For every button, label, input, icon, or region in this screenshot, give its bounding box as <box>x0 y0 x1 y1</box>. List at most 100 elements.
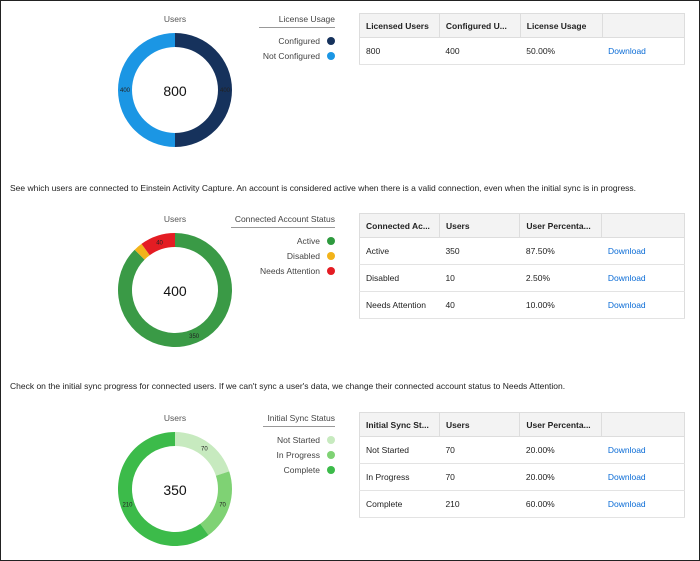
download-link[interactable]: Download <box>602 37 685 65</box>
segment-value-label: 70 <box>219 502 226 508</box>
cell: 20.00% <box>519 463 602 491</box>
connected-account-donut-chart: 350 40 <box>118 233 233 347</box>
download-link[interactable]: Download <box>601 291 685 319</box>
legend-label: Not Started <box>277 434 320 445</box>
chart-title: Users <box>163 413 187 423</box>
donut-segment[interactable] <box>134 243 150 260</box>
chart-title: Users <box>163 14 187 24</box>
donut-segment[interactable] <box>175 33 232 147</box>
legend-dot <box>327 465 335 474</box>
legend: Initial Sync Status Not Started In Progr… <box>263 413 335 477</box>
donut-segment[interactable] <box>200 471 232 536</box>
cell: 60.00% <box>519 490 602 518</box>
cell: 40 <box>439 291 520 319</box>
column-header[interactable]: User Percenta... <box>519 213 603 238</box>
legend-label: Not Configured <box>262 50 320 61</box>
cell: 10 <box>439 264 520 292</box>
download-link[interactable]: Download <box>601 436 685 464</box>
table-header-row: Initial Sync St... Users User Percenta..… <box>359 412 685 437</box>
legend-item-not-configured: Not Configured <box>259 48 335 63</box>
cell: Needs Attention <box>359 291 440 319</box>
column-header[interactable]: Users <box>438 213 521 238</box>
legend: License Usage Configured Not Configured <box>259 14 335 63</box>
table-header-row: Connected Ac... Users User Percenta... <box>359 213 685 238</box>
chart-title: Users <box>163 214 187 224</box>
column-header <box>601 412 685 437</box>
segment-value-label: 70 <box>201 447 208 453</box>
connected-status-description: See which users are connected to Einstei… <box>10 183 637 193</box>
column-header[interactable]: Connected Ac... <box>359 213 440 238</box>
cell: 70 <box>439 436 520 464</box>
legend-label: Disabled <box>286 250 320 261</box>
table-row: Active 350 87.50% Download <box>359 237 685 265</box>
cell: 87.50% <box>519 237 602 265</box>
cell: 800 <box>359 37 440 65</box>
legend-item-needs-attention: Needs Attention <box>231 263 335 278</box>
column-header <box>601 213 685 238</box>
table-row: Not Started 70 20.00% Download <box>359 436 685 464</box>
column-header <box>601 13 686 38</box>
download-link[interactable]: Download <box>601 264 685 292</box>
cell: 350 <box>439 237 520 265</box>
download-link[interactable]: Download <box>601 490 685 518</box>
column-header[interactable]: Configured U... <box>438 13 521 38</box>
legend-dot <box>327 251 335 260</box>
legend-label: Configured <box>278 35 320 46</box>
donut-segment[interactable] <box>118 33 175 147</box>
donut-segment[interactable] <box>141 233 175 256</box>
legend-dot <box>327 266 335 275</box>
legend-dot <box>327 450 335 459</box>
initial-sync-section: Users 70 70 210 350 Initial Sync Status No… <box>1 400 700 560</box>
legend-item-active: Active <box>231 233 335 248</box>
table-row: In Progress 70 20.00% Download <box>359 463 685 491</box>
legend-item-not-started: Not Started <box>263 432 335 447</box>
license-usage-section: Users 400 400 800 License Usage Configure… <box>1 1 700 151</box>
column-header[interactable]: User Percenta... <box>519 412 603 437</box>
legend-dot <box>327 51 335 60</box>
cell: Disabled <box>359 264 440 292</box>
cell: 50.00% <box>520 37 603 65</box>
segment-value-label: 400 <box>220 88 231 94</box>
cell: 2.50% <box>519 264 602 292</box>
table-header-row: Licensed Users Configured U... License U… <box>359 13 686 38</box>
cell: Active <box>359 237 440 265</box>
donut-total-value: 400 <box>163 283 187 299</box>
initial-sync-table: Initial Sync St... Users User Percenta..… <box>359 412 685 518</box>
connected-account-table: Connected Ac... Users User Percenta... A… <box>359 213 685 319</box>
legend-title: Connected Account Status <box>231 214 335 228</box>
donut-total-value: 800 <box>163 83 187 99</box>
column-header[interactable]: Initial Sync St... <box>359 412 440 437</box>
column-header[interactable]: License Usage <box>519 13 603 38</box>
cell: 210 <box>439 490 520 518</box>
legend-item-disabled: Disabled <box>231 248 335 263</box>
download-link[interactable]: Download <box>601 463 685 491</box>
column-header[interactable]: Users <box>438 412 521 437</box>
legend-label: Complete <box>283 464 320 475</box>
download-link[interactable]: Download <box>601 237 685 265</box>
donut-segment[interactable] <box>117 432 209 546</box>
table-row: Disabled 10 2.50% Download <box>359 264 685 292</box>
donut-segment[interactable] <box>175 432 230 476</box>
legend-title: Initial Sync Status <box>263 413 335 427</box>
table-row: 800 400 50.00% Download <box>359 37 685 65</box>
column-header[interactable]: Licensed Users <box>359 13 440 38</box>
legend-item-in-progress: In Progress <box>263 447 335 462</box>
segment-value-label: 350 <box>189 334 200 340</box>
initial-sync-description: Check on the initial sync progress for c… <box>10 381 566 391</box>
segment-value-label: 400 <box>120 88 131 94</box>
cell: Not Started <box>359 436 440 464</box>
license-usage-table: Licensed Users Configured U... License U… <box>359 13 686 65</box>
connected-account-section: Users 350 40 400 Connected Account Status… <box>1 201 700 361</box>
table-row: Complete 210 60.00% Download <box>359 490 685 518</box>
legend-dot <box>327 236 335 245</box>
legend-dot <box>327 435 335 444</box>
segment-value-label: 40 <box>156 240 163 246</box>
cell: 400 <box>439 37 521 65</box>
table-row: Needs Attention 40 10.00% Download <box>359 291 685 319</box>
cell: 10.00% <box>519 291 602 319</box>
legend-title: License Usage <box>259 14 335 28</box>
cell: Complete <box>359 490 440 518</box>
segment-value-label: 210 <box>122 502 133 508</box>
license-usage-donut-chart: 400 400 <box>118 33 232 147</box>
legend-label: Needs Attention <box>259 265 320 276</box>
